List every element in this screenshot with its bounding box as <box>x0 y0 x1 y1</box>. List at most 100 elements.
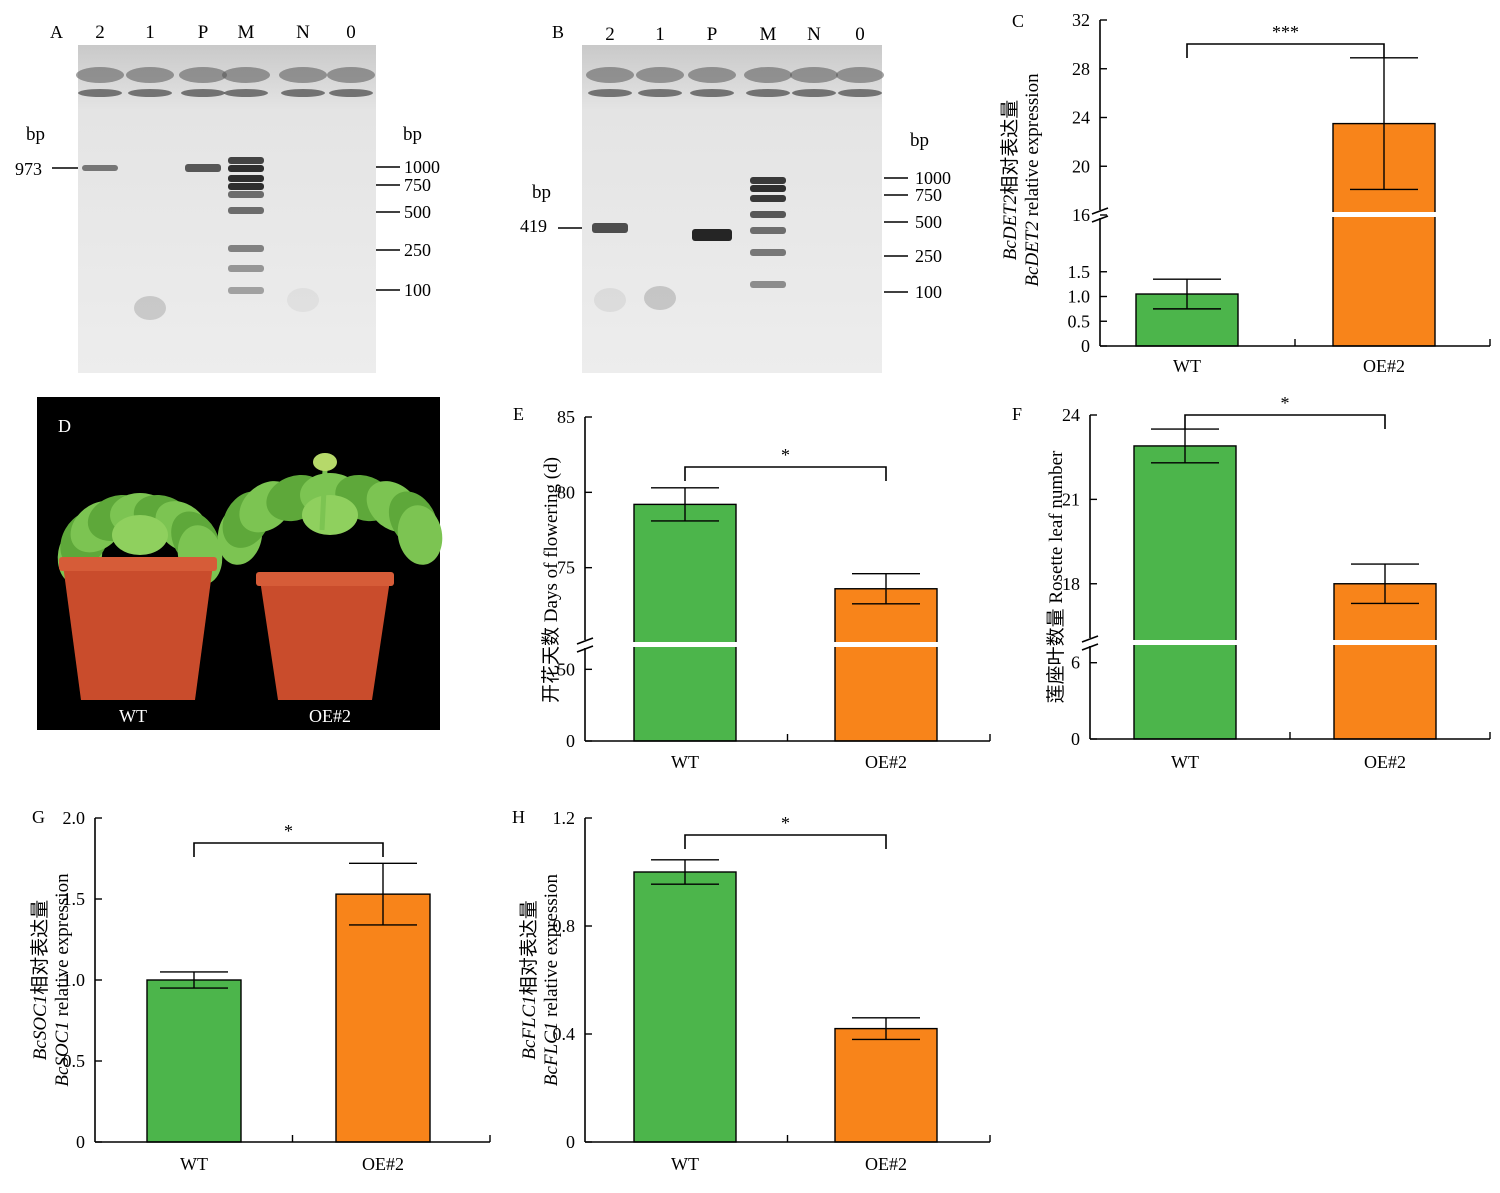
label-text: relative expression <box>52 873 73 1021</box>
ladder-size-label: 1000 <box>915 168 951 188</box>
y-tick-label: 1.5 <box>1068 262 1091 282</box>
significance-bracket <box>1184 414 1386 429</box>
gel-well <box>179 67 227 83</box>
gel-well <box>790 67 838 83</box>
y-tick-label: 20 <box>1072 156 1090 176</box>
y-tick-label: 18 <box>1062 574 1080 594</box>
gel-well-band <box>638 89 682 97</box>
y-tick-label: 1.0 <box>63 970 86 990</box>
ladder-band <box>228 183 264 190</box>
x-tick-label: WT <box>1171 752 1199 772</box>
ladder-band <box>750 249 786 256</box>
x-tick-label: OE#2 <box>865 1154 907 1174</box>
ladder-size-label: 250 <box>915 246 942 266</box>
pot-rim <box>256 572 394 586</box>
significance-label: * <box>1281 393 1290 413</box>
plant-oe <box>217 473 443 565</box>
bar-WT <box>633 503 737 742</box>
label-text: 相对表达量 <box>29 900 51 995</box>
label-text: 相对表达量 <box>999 100 1021 195</box>
ladder-size-label: 750 <box>915 185 942 205</box>
pot-rim <box>59 557 217 571</box>
x-tick-label: WT <box>180 1154 208 1174</box>
ladder-size-label: 100 <box>404 280 431 300</box>
gene-name: BcDET2 <box>1000 194 1021 260</box>
gel-well <box>279 67 327 83</box>
ladder-band <box>750 281 786 288</box>
x-tick-label: WT <box>1173 356 1201 376</box>
ladder-band <box>228 191 264 198</box>
gel-well-band <box>838 89 882 97</box>
bar-WT <box>1133 445 1237 740</box>
y-tick-label: 2.0 <box>63 808 86 828</box>
axis-break-gap <box>575 642 992 647</box>
gel-well <box>222 67 270 83</box>
flower-stem <box>319 469 328 531</box>
sample-band <box>185 164 221 172</box>
gel-well <box>586 67 634 83</box>
panel-label: D <box>58 416 71 436</box>
lane-label: N <box>807 24 821 45</box>
ladder-band <box>228 265 264 272</box>
x-tick-label: OE#2 <box>1363 356 1405 376</box>
gel-well <box>76 67 124 83</box>
y-tick-label: 85 <box>557 407 575 427</box>
significance-bracket <box>684 834 887 849</box>
ladder-size-label: 1000 <box>404 157 440 177</box>
ladder-band <box>228 245 264 252</box>
y-tick-label: 0.5 <box>63 1051 86 1071</box>
y-tick-label: 0.8 <box>553 916 576 936</box>
y-tick-label: 6 <box>1071 653 1080 673</box>
gel-well <box>836 67 884 83</box>
y-tick-label: 0 <box>76 1132 85 1152</box>
gel-well-band <box>690 89 734 97</box>
sample-band <box>592 223 628 233</box>
y-tick-label: 0 <box>1081 336 1090 356</box>
label-text: relative expression <box>1022 73 1043 221</box>
gene-name: BcSOC1 <box>52 1021 73 1086</box>
y-tick-label: 24 <box>1062 405 1080 425</box>
y-tick-label: 24 <box>1072 108 1090 128</box>
bp-unit-label: bp <box>403 124 422 145</box>
gel-well <box>126 67 174 83</box>
gene-name: BcDET2 <box>1022 221 1043 287</box>
smear <box>594 288 626 312</box>
gel-well-band <box>588 89 632 97</box>
lane-label: P <box>198 22 209 43</box>
y-tick-label: 32 <box>1072 10 1090 30</box>
ladder-band <box>228 287 264 294</box>
leaf <box>302 495 358 535</box>
lane-label: 0 <box>855 24 865 45</box>
panel-label: H <box>512 807 525 827</box>
lane-label: P <box>707 24 718 45</box>
y-tick-label: 21 <box>1062 489 1080 509</box>
y-axis-label-cn: BcSOC1相对表达量 <box>29 900 51 1060</box>
gene-name: BcFLC1 <box>519 995 540 1059</box>
gel-well-band <box>746 89 790 97</box>
y-tick-label: 75 <box>557 558 575 578</box>
lane-label: 0 <box>346 22 356 43</box>
bar-WT <box>146 979 242 1143</box>
gel-well-band <box>224 89 268 97</box>
gel-well <box>636 67 684 83</box>
y-tick-label: 28 <box>1072 59 1090 79</box>
y-tick-label: 1.2 <box>553 808 576 828</box>
bar-WT <box>633 871 737 1143</box>
ladder-size-label: 750 <box>404 175 431 195</box>
y-axis-label-cn: BcFLC1相对表达量 <box>518 900 540 1059</box>
sample-band <box>692 229 732 241</box>
photo-panel-D: D WT OE#2 <box>37 397 443 730</box>
ladder-band <box>228 165 264 172</box>
axis-break-mark <box>1081 635 1099 651</box>
lane-label: 2 <box>605 24 615 45</box>
lane-label: 2 <box>95 22 105 43</box>
pot-body <box>63 565 213 700</box>
ladder-band <box>750 195 786 202</box>
target-size-label: 973 <box>15 159 42 179</box>
gene-name: BcFLC1 <box>541 1022 562 1086</box>
axis-break-gap <box>1090 212 1492 217</box>
smear <box>134 296 166 320</box>
